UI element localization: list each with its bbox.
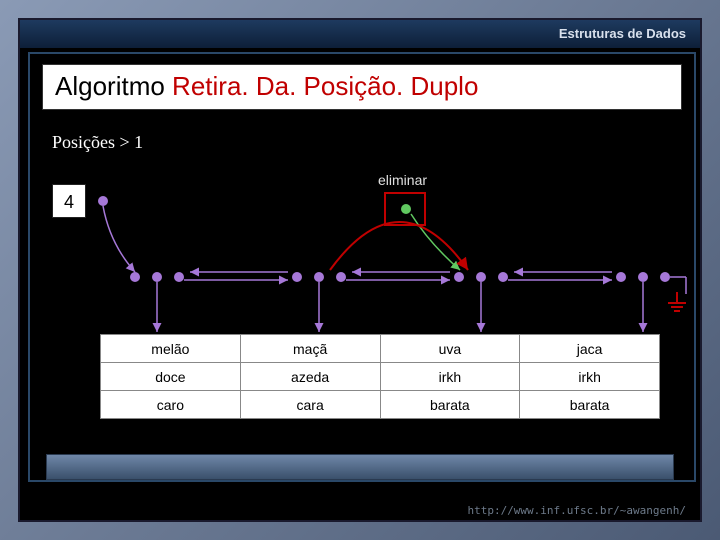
table-cell: melão: [101, 335, 241, 363]
table-cell: cara: [240, 391, 380, 419]
table-cell: caro: [101, 391, 241, 419]
title-main: Retira. Da. Posição. Duplo: [172, 71, 478, 101]
node-dot: [660, 272, 670, 282]
table-cell: doce: [101, 363, 241, 391]
table-cell: uva: [380, 335, 520, 363]
table-row: doce azeda irkh irkh: [101, 363, 660, 391]
data-table: melão maçã uva jaca doce azeda irkh irkh…: [100, 334, 660, 419]
node-dot: [616, 272, 626, 282]
node-dot: [314, 272, 324, 282]
table-cell: barata: [380, 391, 520, 419]
slide-content: Algoritmo Retira. Da. Posição. Duplo Pos…: [28, 52, 696, 482]
node-dot: [152, 272, 162, 282]
node-dot: [336, 272, 346, 282]
subtitle: Posições > 1: [52, 132, 143, 153]
slide-title-box: Algoritmo Retira. Da. Posição. Duplo: [42, 64, 682, 110]
table-cell: irkh: [380, 363, 520, 391]
node-dot: [130, 272, 140, 282]
node-dot: [476, 272, 486, 282]
node-dot: [498, 272, 508, 282]
ground-icon: [664, 292, 690, 312]
table-row: melão maçã uva jaca: [101, 335, 660, 363]
count-box: 4: [52, 184, 86, 218]
node-dot: [454, 272, 464, 282]
topbar: Estruturas de Dados: [20, 20, 700, 48]
title-prefix: Algoritmo: [55, 71, 172, 101]
table-row: caro cara barata barata: [101, 391, 660, 419]
node-dot: [638, 272, 648, 282]
node-dot: [292, 272, 302, 282]
table-cell: maçã: [240, 335, 380, 363]
table-cell: irkh: [520, 363, 660, 391]
arrow-layer: [30, 54, 698, 484]
node-dot: [98, 196, 108, 206]
table-cell: jaca: [520, 335, 660, 363]
node-dot: [174, 272, 184, 282]
eliminar-label: eliminar: [378, 172, 427, 188]
slide-frame: Estruturas de Dados Algoritmo Retira. Da…: [18, 18, 702, 522]
table-cell: barata: [520, 391, 660, 419]
bottombar: [46, 454, 674, 480]
topbar-title: Estruturas de Dados: [559, 26, 686, 41]
footer-url: http://www.inf.ufsc.br/~awangenh/: [467, 504, 686, 517]
table-cell: azeda: [240, 363, 380, 391]
node-dot-target: [401, 204, 411, 214]
